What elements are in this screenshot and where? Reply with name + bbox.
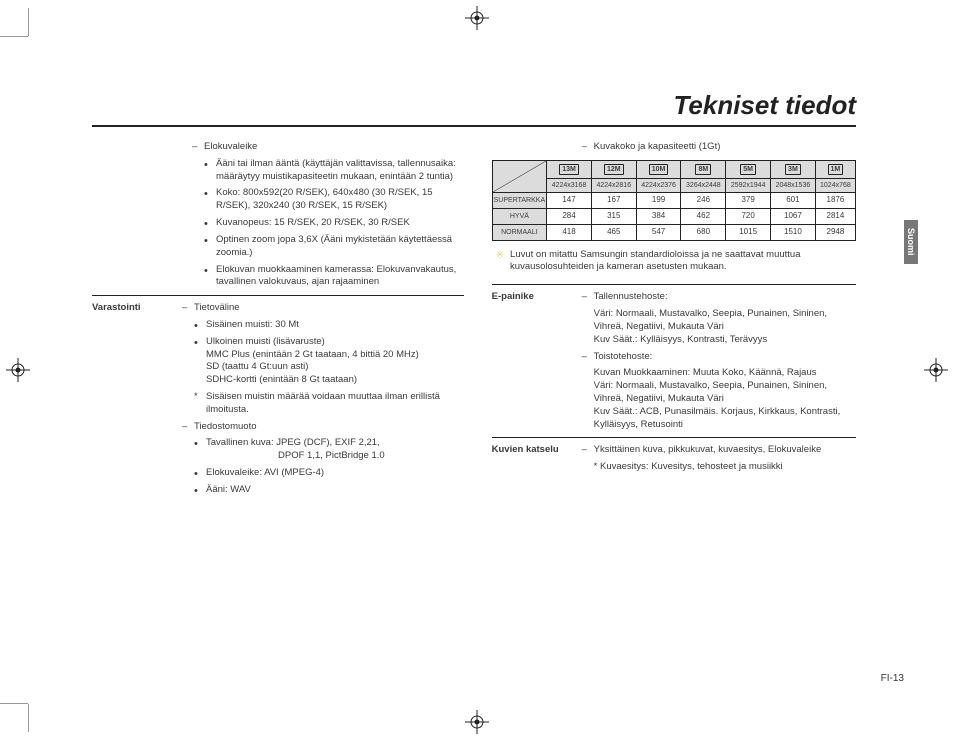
rec-color: Väri: Normaali, Mustavalko, Seepia, Puna…: [582, 308, 856, 334]
title-rule: [92, 125, 856, 127]
movie-fps: Kuvanopeus: 15 R/SEK, 20 R/SEK, 30 R/SEK: [204, 217, 464, 230]
print-registration-icon: [465, 6, 489, 30]
print-registration-icon: [924, 358, 948, 382]
section-separator: [92, 295, 464, 296]
table-row: NORMAALI 418465547680101515102948: [492, 224, 855, 240]
ebutton-label: E-painike: [492, 291, 582, 431]
right-column: Kuvakoko ja kapasiteetti (1Gt) 13M 12M 1…: [492, 141, 856, 505]
media-header: Tietoväline: [182, 302, 464, 315]
print-registration-icon: [465, 710, 489, 734]
rec-adj: Kuv Säät.: Kylläisyys, Kontrasti, Terävy…: [582, 334, 856, 347]
storage-external: Ulkoinen muisti (lisävaruste) MMC Plus (…: [194, 336, 464, 387]
movie-header: Elokuvaleike: [192, 141, 464, 154]
playback-slideshow: * Kuvaesitys: Kuvesitys, tehosteet ja mu…: [582, 461, 856, 474]
fmt-movie: Elokuvaleike: AVI (MPEG-4): [194, 467, 464, 480]
capacity-table: 13M 12M 10M 8M 5M 3M 1M 4224x3168 4224x2…: [492, 160, 856, 241]
language-tab: Suomi: [904, 220, 918, 264]
fmt-audio: Ääni: WAV: [194, 484, 464, 497]
movie-sound: Ääni tai ilman ääntä (käyttäjän valittav…: [204, 158, 464, 184]
rec-effect-header: Tallennustehoste:: [582, 291, 856, 304]
playback-modes: Yksittäinen kuva, pikkukuvat, kuvaesitys…: [582, 444, 856, 457]
playback-label: Kuvien katselu: [492, 444, 582, 474]
fmt-still: Tavallinen kuva: JPEG (DCF), EXIF 2,21, …: [194, 437, 464, 463]
section-separator: [492, 437, 856, 438]
content-columns: Elokuvaleike Ääni tai ilman ääntä (käytt…: [92, 141, 906, 505]
section-separator: [492, 284, 856, 285]
movie-zoom: Optinen zoom jopa 3,6X (Ääni mykistetään…: [204, 234, 464, 260]
storage-note: Sisäisen muistin määrää voidaan muuttaa …: [194, 391, 464, 417]
table-footnote: ※ Luvut on mitattu Samsungin standardiol…: [492, 249, 856, 275]
format-header: Tiedostomuoto: [182, 421, 464, 434]
play-edit: Kuvan Muokkaaminen: Muuta Koko, Käännä, …: [582, 367, 856, 380]
page-title: Tekniset tiedot: [92, 40, 906, 121]
print-registration-icon: [6, 358, 30, 382]
storage-label: Varastointi: [92, 302, 182, 501]
play-effect-header: Toistotehoste:: [582, 351, 856, 364]
storage-internal: Sisäinen muisti: 30 Mt: [194, 319, 464, 332]
table-row: SUPERTARKKA 1471671992463796011876: [492, 193, 855, 209]
left-column: Elokuvaleike Ääni tai ilman ääntä (käytt…: [92, 141, 464, 505]
movie-edit: Elokuvan muokkaaminen kamerassa: Elokuva…: [204, 264, 464, 290]
movie-size: Koko: 800x592(20 R/SEK), 640x480 (30 R/S…: [204, 187, 464, 213]
play-color: Väri: Normaali, Mustavalko, Seepia, Puna…: [582, 380, 856, 406]
page-number: FI-13: [881, 673, 904, 684]
table-row: HYVÄ 28431538446272010672814: [492, 209, 855, 225]
play-adj: Kuv Säät.: ACB, Punasilmäis. Korjaus, Ki…: [582, 406, 856, 432]
capacity-header: Kuvakoko ja kapasiteetti (1Gt): [582, 141, 856, 154]
